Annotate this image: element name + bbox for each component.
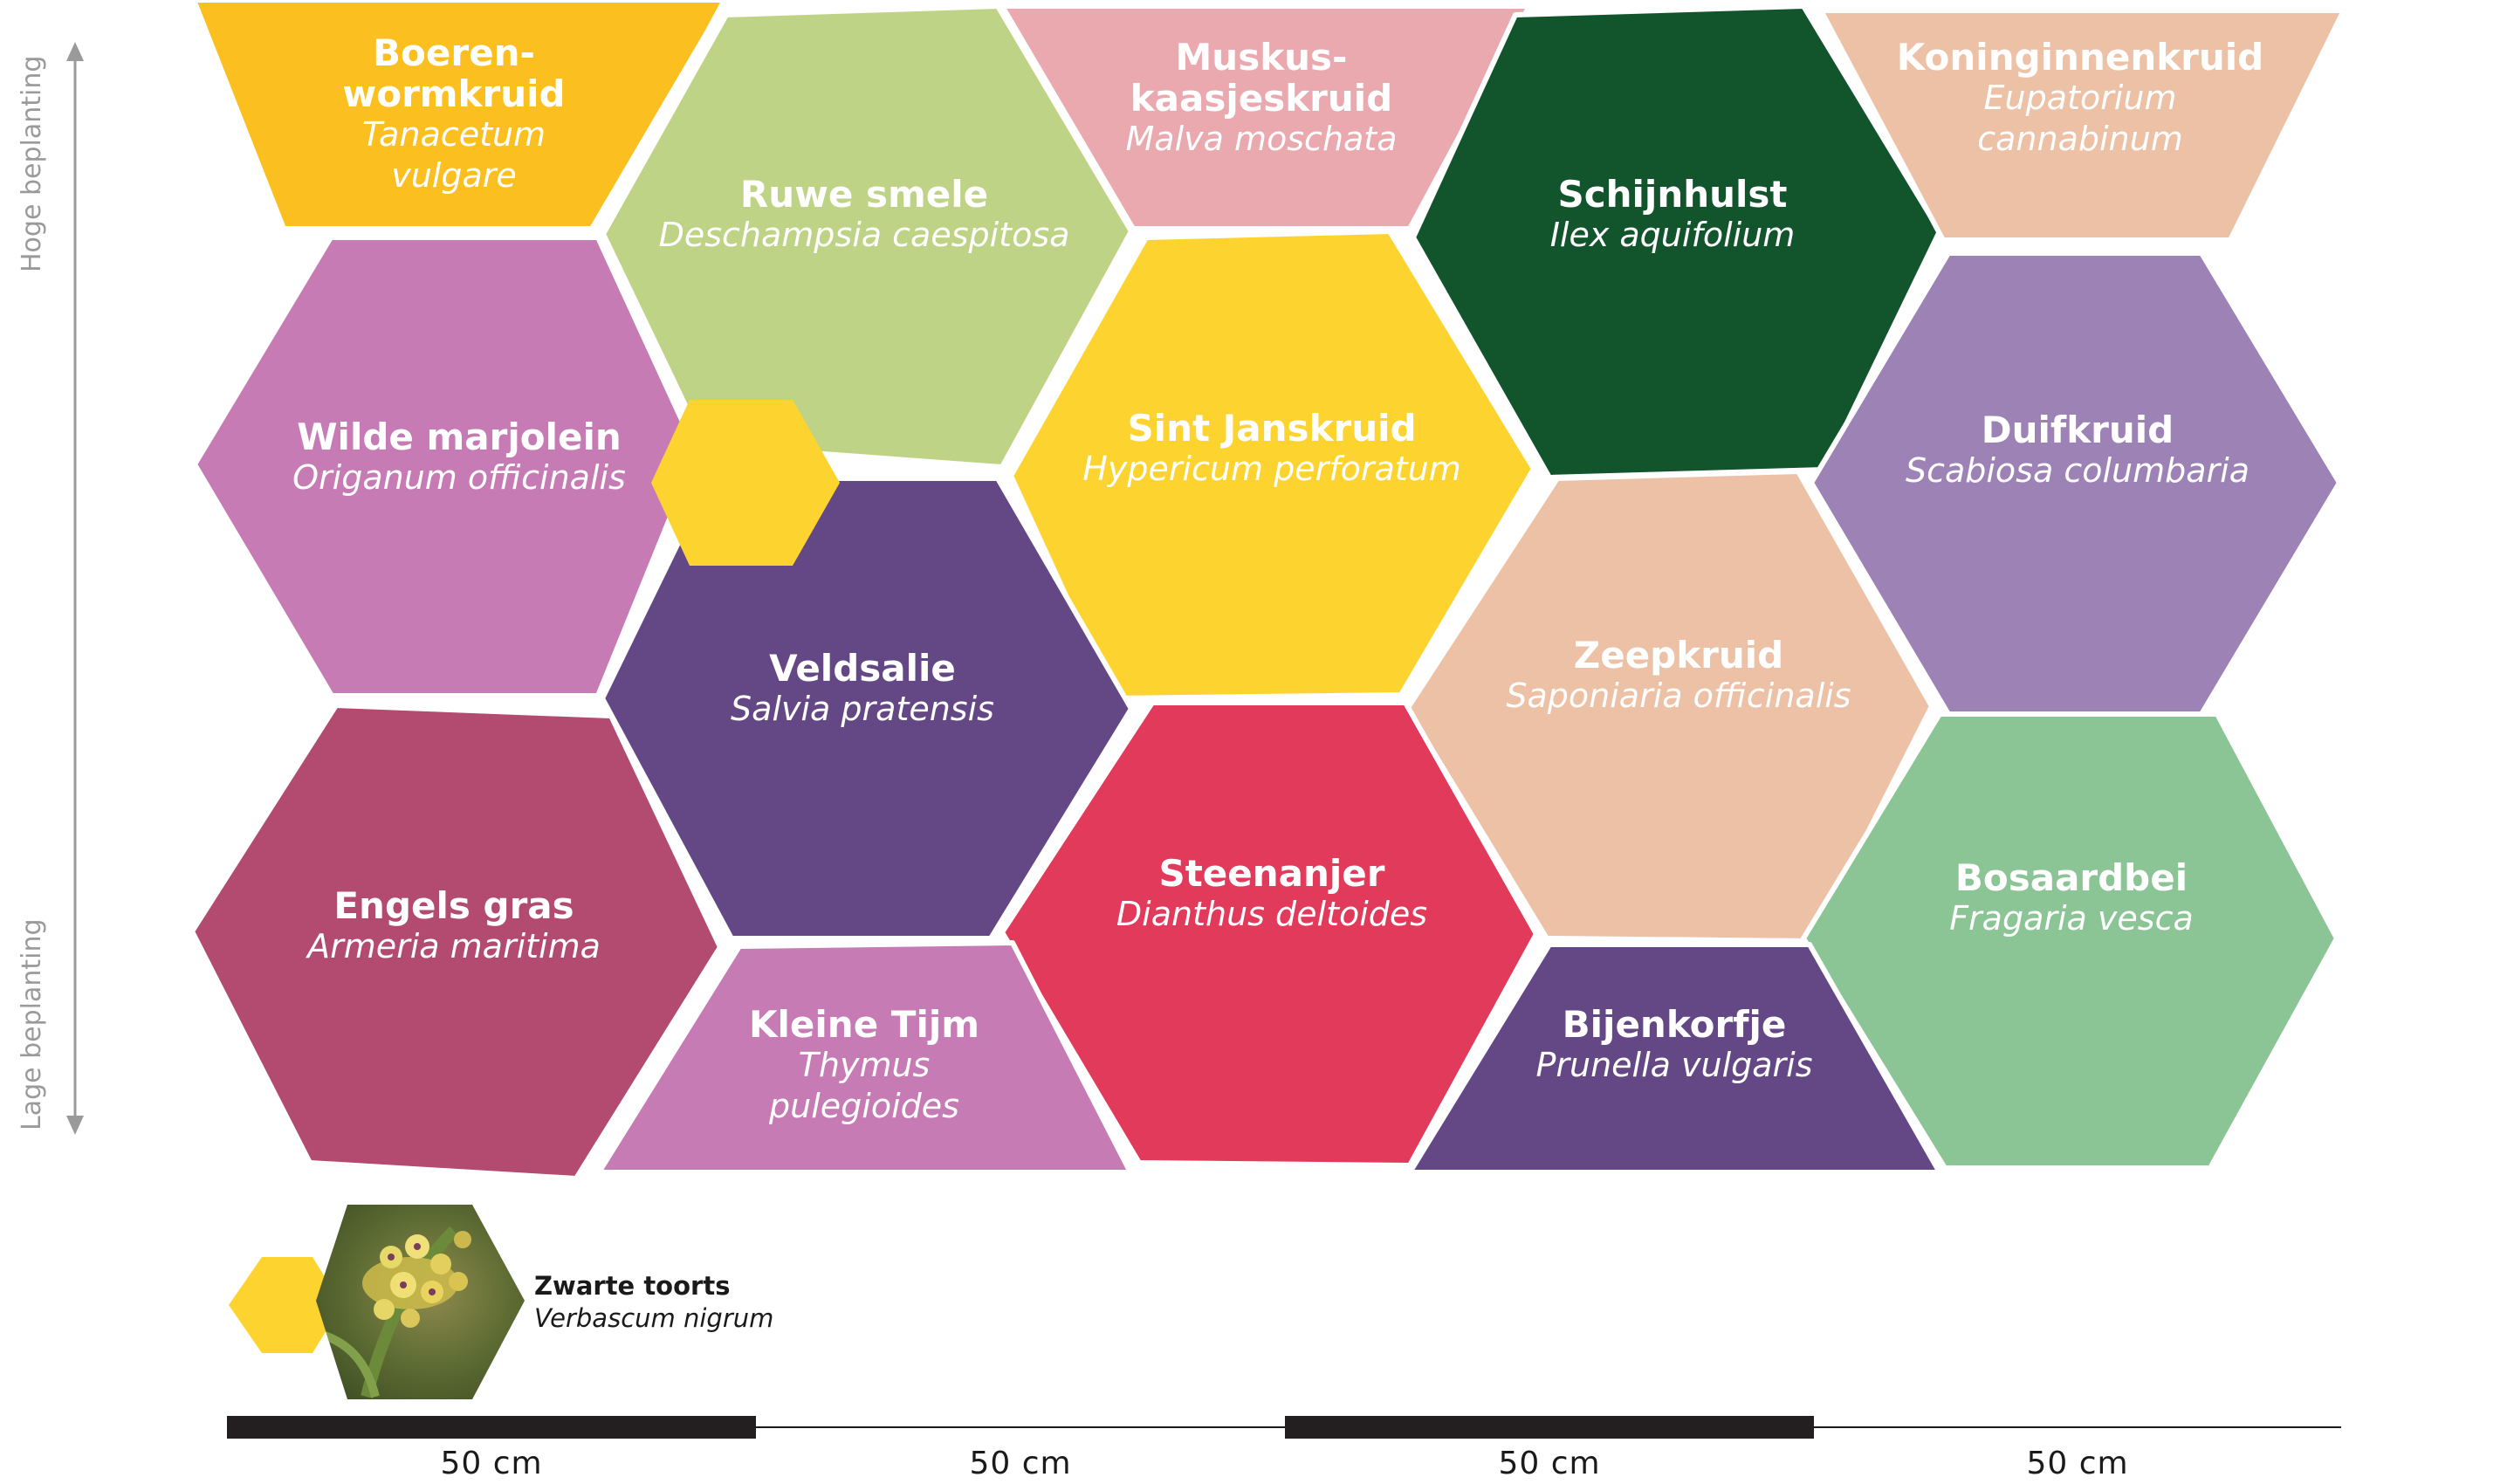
plant-scientific-name: Fragaria vesca: [1949, 899, 2194, 938]
plant-name: kaasjeskruid: [1130, 77, 1393, 120]
plant-scientific-name: Deschampsia caespitosa: [659, 216, 1070, 254]
height-axis: Hoge beplanting Lage beplanting: [17, 42, 84, 1135]
plant-scientific-name: Tanacetum: [362, 115, 546, 154]
plant-name: Zeepkruid: [1574, 634, 1784, 677]
plant-scientific-name: Eupatorium: [1984, 79, 2177, 117]
plant-name: Wilde marjolein: [297, 416, 622, 458]
plant-name: Veldsalie: [769, 647, 956, 690]
cell-shape: [1407, 942, 1942, 1175]
plant-name: Engels gras: [333, 884, 574, 927]
legend-photo: [316, 1205, 525, 1399]
plant-scientific-name: Scabiosa columbaria: [1906, 451, 2250, 490]
plant-name: Ruwe smele: [740, 173, 988, 216]
plant-scientific-name: Armeria maritima: [305, 927, 601, 965]
plant-name: Schijnhulst: [1557, 173, 1787, 216]
scale-label-3: 50 cm: [1498, 1446, 1600, 1481]
plant-scientific-name: Hypericum perforatum: [1082, 450, 1460, 488]
scale-segment-1: [227, 1416, 756, 1439]
cell-shape: [999, 3, 1532, 231]
legend-scientific-name: Verbascum nigrum: [534, 1303, 773, 1333]
cell-shape: [999, 700, 1539, 1168]
cell-shape: [1008, 229, 1536, 701]
plant-scientific-name: Thymus: [799, 1046, 931, 1084]
plant-scientific-name: Origanum officinalis: [292, 458, 626, 497]
plant-name: Bosaardbei: [1955, 856, 2188, 899]
cell-shape: [192, 235, 699, 698]
zwarte-toorts-grid-marker: [651, 400, 840, 566]
legend-marker-hexagon: [229, 1257, 342, 1353]
axis-label-high: Hoge beplanting: [17, 56, 47, 272]
scale-bar: 50 cm 50 cm 50 cm 50 cm: [227, 1416, 2341, 1481]
scale-label-4: 50 cm: [2026, 1446, 2128, 1481]
plant-name: Boeren-: [373, 31, 535, 74]
plant-scientific-name: Salvia pratensis: [731, 690, 994, 728]
plant-name: Koninginnenkruid: [1897, 36, 2264, 79]
plant-name: wormkruid: [342, 72, 565, 115]
cell-shape: [189, 703, 723, 1181]
cell-shape: [1801, 711, 2339, 1171]
legend-name: Zwarte toorts: [534, 1271, 730, 1301]
cell-shape: [191, 0, 727, 231]
plant-name: Steenanjer: [1158, 852, 1384, 895]
plant-scientific-name: vulgare: [391, 156, 517, 195]
plant-scientific-name: Ilex aquifolium: [1550, 216, 1796, 254]
axis-label-low: Lage beplanting: [17, 918, 47, 1130]
plant-scientific-name: cannabinum: [1977, 120, 2183, 158]
axis-arrow-up-icon: [66, 42, 84, 61]
plant-name: Bijenkorfje: [1563, 1003, 1787, 1046]
plant-name: Muskus-: [1176, 36, 1348, 79]
plant-name: Sint Janskruid: [1127, 407, 1416, 450]
plant-scientific-name: Prunella vulgaris: [1535, 1046, 1812, 1084]
scale-label-2: 50 cm: [969, 1446, 1071, 1481]
plant-name: Duifkruid: [1982, 409, 2174, 451]
cell-shape: [601, 3, 1134, 470]
plant-scientific-name: Saponiaria officinalis: [1506, 677, 1851, 715]
legend: Zwarte toorts Verbascum nigrum: [229, 1205, 773, 1399]
cell-shape: [596, 940, 1133, 1175]
plant-scientific-name: pulegioides: [768, 1087, 959, 1125]
plant-scientific-name: Malva moschata: [1126, 120, 1398, 158]
scale-segment-3: [1285, 1416, 1814, 1439]
plant-scientific-name: Dianthus deltoides: [1116, 895, 1427, 933]
cell-shape: [1818, 8, 2346, 243]
plant-name: Kleine Tijm: [749, 1003, 979, 1046]
scale-label-1: 50 cm: [440, 1446, 542, 1481]
cell-shape: [600, 476, 1134, 941]
axis-arrow-down-icon: [66, 1116, 84, 1135]
